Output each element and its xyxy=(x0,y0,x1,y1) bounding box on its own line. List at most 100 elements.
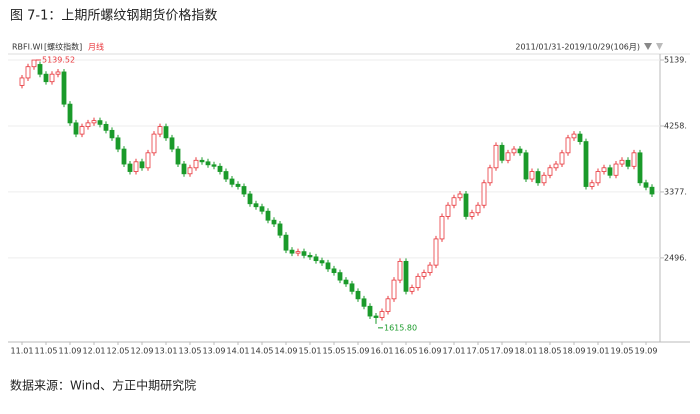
candle-body xyxy=(553,163,559,169)
candle-body xyxy=(445,204,451,217)
candle-body xyxy=(559,152,565,165)
x-tick-label: 17.01 xyxy=(443,347,466,356)
candle-body xyxy=(529,171,535,180)
candle-body xyxy=(277,223,283,236)
candle-body xyxy=(145,152,151,169)
candle-body xyxy=(127,163,133,172)
candle-body xyxy=(319,260,325,264)
candle-body xyxy=(253,203,259,208)
candle-body xyxy=(601,167,607,172)
candle-body xyxy=(97,120,103,125)
candle-body xyxy=(373,315,379,318)
candle-body xyxy=(109,129,115,139)
candle-body xyxy=(43,73,49,83)
candle-body xyxy=(229,178,235,185)
x-tick-label: 14.09 xyxy=(275,347,298,356)
candle-body xyxy=(295,251,301,254)
candle-body xyxy=(301,251,307,256)
x-tick-label: 16.01 xyxy=(371,347,394,356)
candle-body xyxy=(355,290,361,300)
candle-body xyxy=(283,234,289,251)
candle-body xyxy=(379,311,385,318)
candle-body xyxy=(469,212,475,217)
candle-body xyxy=(223,171,229,180)
candle-body xyxy=(199,159,205,163)
candle-body xyxy=(133,161,139,172)
candle-body xyxy=(91,120,97,124)
x-tick-label: 12.01 xyxy=(83,347,106,356)
candle-body xyxy=(259,206,265,212)
symbol-name: [螺纹指数] xyxy=(44,42,82,52)
candle-body xyxy=(55,71,61,75)
candle-body xyxy=(481,182,487,206)
candle-body xyxy=(343,279,349,285)
x-tick-label: 19.09 xyxy=(635,347,658,356)
candle-body xyxy=(49,73,55,83)
candle-body xyxy=(289,249,295,254)
x-tick-label: 17.05 xyxy=(467,347,490,356)
high-annotation: 5139.52 xyxy=(42,56,75,65)
candle-body xyxy=(271,219,277,225)
candle-body xyxy=(217,165,223,172)
candle-body xyxy=(337,272,343,281)
x-tick-label: 15.09 xyxy=(347,347,370,356)
candle-body xyxy=(607,167,613,176)
candle-body xyxy=(205,161,211,166)
candle-body xyxy=(103,123,109,131)
candle-body xyxy=(37,64,43,75)
candle-body xyxy=(565,137,571,154)
period: 月线 xyxy=(88,42,104,52)
candle-body xyxy=(349,283,355,292)
low-annotation: 1615.80 xyxy=(384,323,417,332)
candle-body xyxy=(421,272,427,277)
candle-body xyxy=(397,260,403,281)
candle-body xyxy=(487,167,493,184)
candle-body xyxy=(517,148,523,154)
x-tick-label: 13.01 xyxy=(155,347,178,356)
candle-body xyxy=(169,137,175,150)
x-tick-label: 14.01 xyxy=(227,347,250,356)
x-tick-label: 11.05 xyxy=(35,347,58,356)
candle-body xyxy=(325,262,331,270)
x-tick-label: 18.01 xyxy=(515,347,538,356)
y-tick-label: 2496. xyxy=(664,253,687,262)
candle-body xyxy=(433,238,439,266)
candle-body xyxy=(595,171,601,184)
candle-body xyxy=(265,210,271,221)
x-tick-label: 18.05 xyxy=(539,347,562,356)
candle-body xyxy=(547,167,553,176)
candle-body xyxy=(493,144,499,169)
candle-body xyxy=(523,152,529,180)
candle-body xyxy=(631,152,637,167)
candle-body xyxy=(511,148,517,154)
candle-body xyxy=(175,148,181,165)
candle-body xyxy=(235,183,241,187)
symbol: RBFI.WI xyxy=(12,43,43,52)
candle-body xyxy=(391,279,397,300)
candle-body xyxy=(367,305,373,317)
candle-body xyxy=(19,77,25,86)
candle-body xyxy=(385,298,391,312)
source: 数据来源：Wind、方正中期研究院 xyxy=(10,378,196,393)
candle-body xyxy=(463,193,469,217)
settings-icon[interactable] xyxy=(656,43,663,50)
candle-body xyxy=(61,71,67,105)
candle-body xyxy=(139,161,145,169)
candle-body xyxy=(403,260,409,292)
x-tick-label: 13.05 xyxy=(179,347,202,356)
candle-body xyxy=(25,66,31,79)
x-tick-label: 15.01 xyxy=(299,347,322,356)
candle-body xyxy=(163,126,169,139)
candle-body xyxy=(535,171,541,184)
candle-body xyxy=(577,133,583,142)
candle-body xyxy=(451,197,457,206)
x-tick-label: 12.09 xyxy=(131,347,154,356)
candle-body xyxy=(589,182,595,187)
candle-body xyxy=(73,122,79,135)
x-tick-label: 11.09 xyxy=(59,347,82,356)
dropdown-icon[interactable] xyxy=(644,43,652,50)
x-tick-label: 12.05 xyxy=(107,347,130,356)
candle-body xyxy=(457,193,463,199)
y-tick-label: 3377. xyxy=(664,187,687,196)
x-tick-label: 17.09 xyxy=(491,347,514,356)
